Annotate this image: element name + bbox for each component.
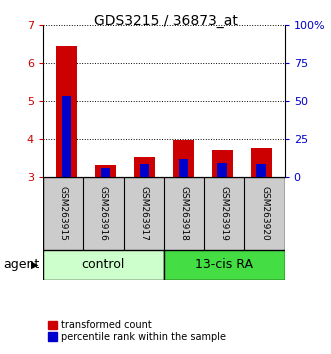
Text: GSM263920: GSM263920 (260, 186, 269, 241)
Bar (172, 140, 194, 177)
Text: GSM263919: GSM263919 (220, 186, 229, 241)
Text: 13-cis RA: 13-cis RA (195, 258, 253, 271)
Legend: transformed count, percentile rank within the sample: transformed count, percentile rank withi… (48, 320, 225, 342)
Bar (56, 46, 77, 177)
Text: GSM263915: GSM263915 (59, 186, 68, 241)
Bar (43, 250, 164, 280)
Bar (178, 159, 188, 177)
Bar (251, 148, 272, 177)
Bar (212, 150, 233, 177)
Text: GSM263916: GSM263916 (99, 186, 108, 241)
Bar (62, 96, 71, 177)
Text: GDS3215 / 36873_at: GDS3215 / 36873_at (94, 14, 237, 28)
Bar (217, 162, 227, 177)
Bar (257, 164, 266, 177)
Text: GSM263917: GSM263917 (139, 186, 148, 241)
Text: GSM263918: GSM263918 (179, 186, 188, 241)
Text: agent: agent (3, 258, 40, 271)
Bar (140, 165, 149, 177)
Bar (95, 165, 116, 177)
Bar (134, 157, 155, 177)
Bar (164, 250, 285, 280)
Text: ▶: ▶ (31, 259, 39, 270)
Text: control: control (82, 258, 125, 271)
Bar (101, 168, 110, 177)
